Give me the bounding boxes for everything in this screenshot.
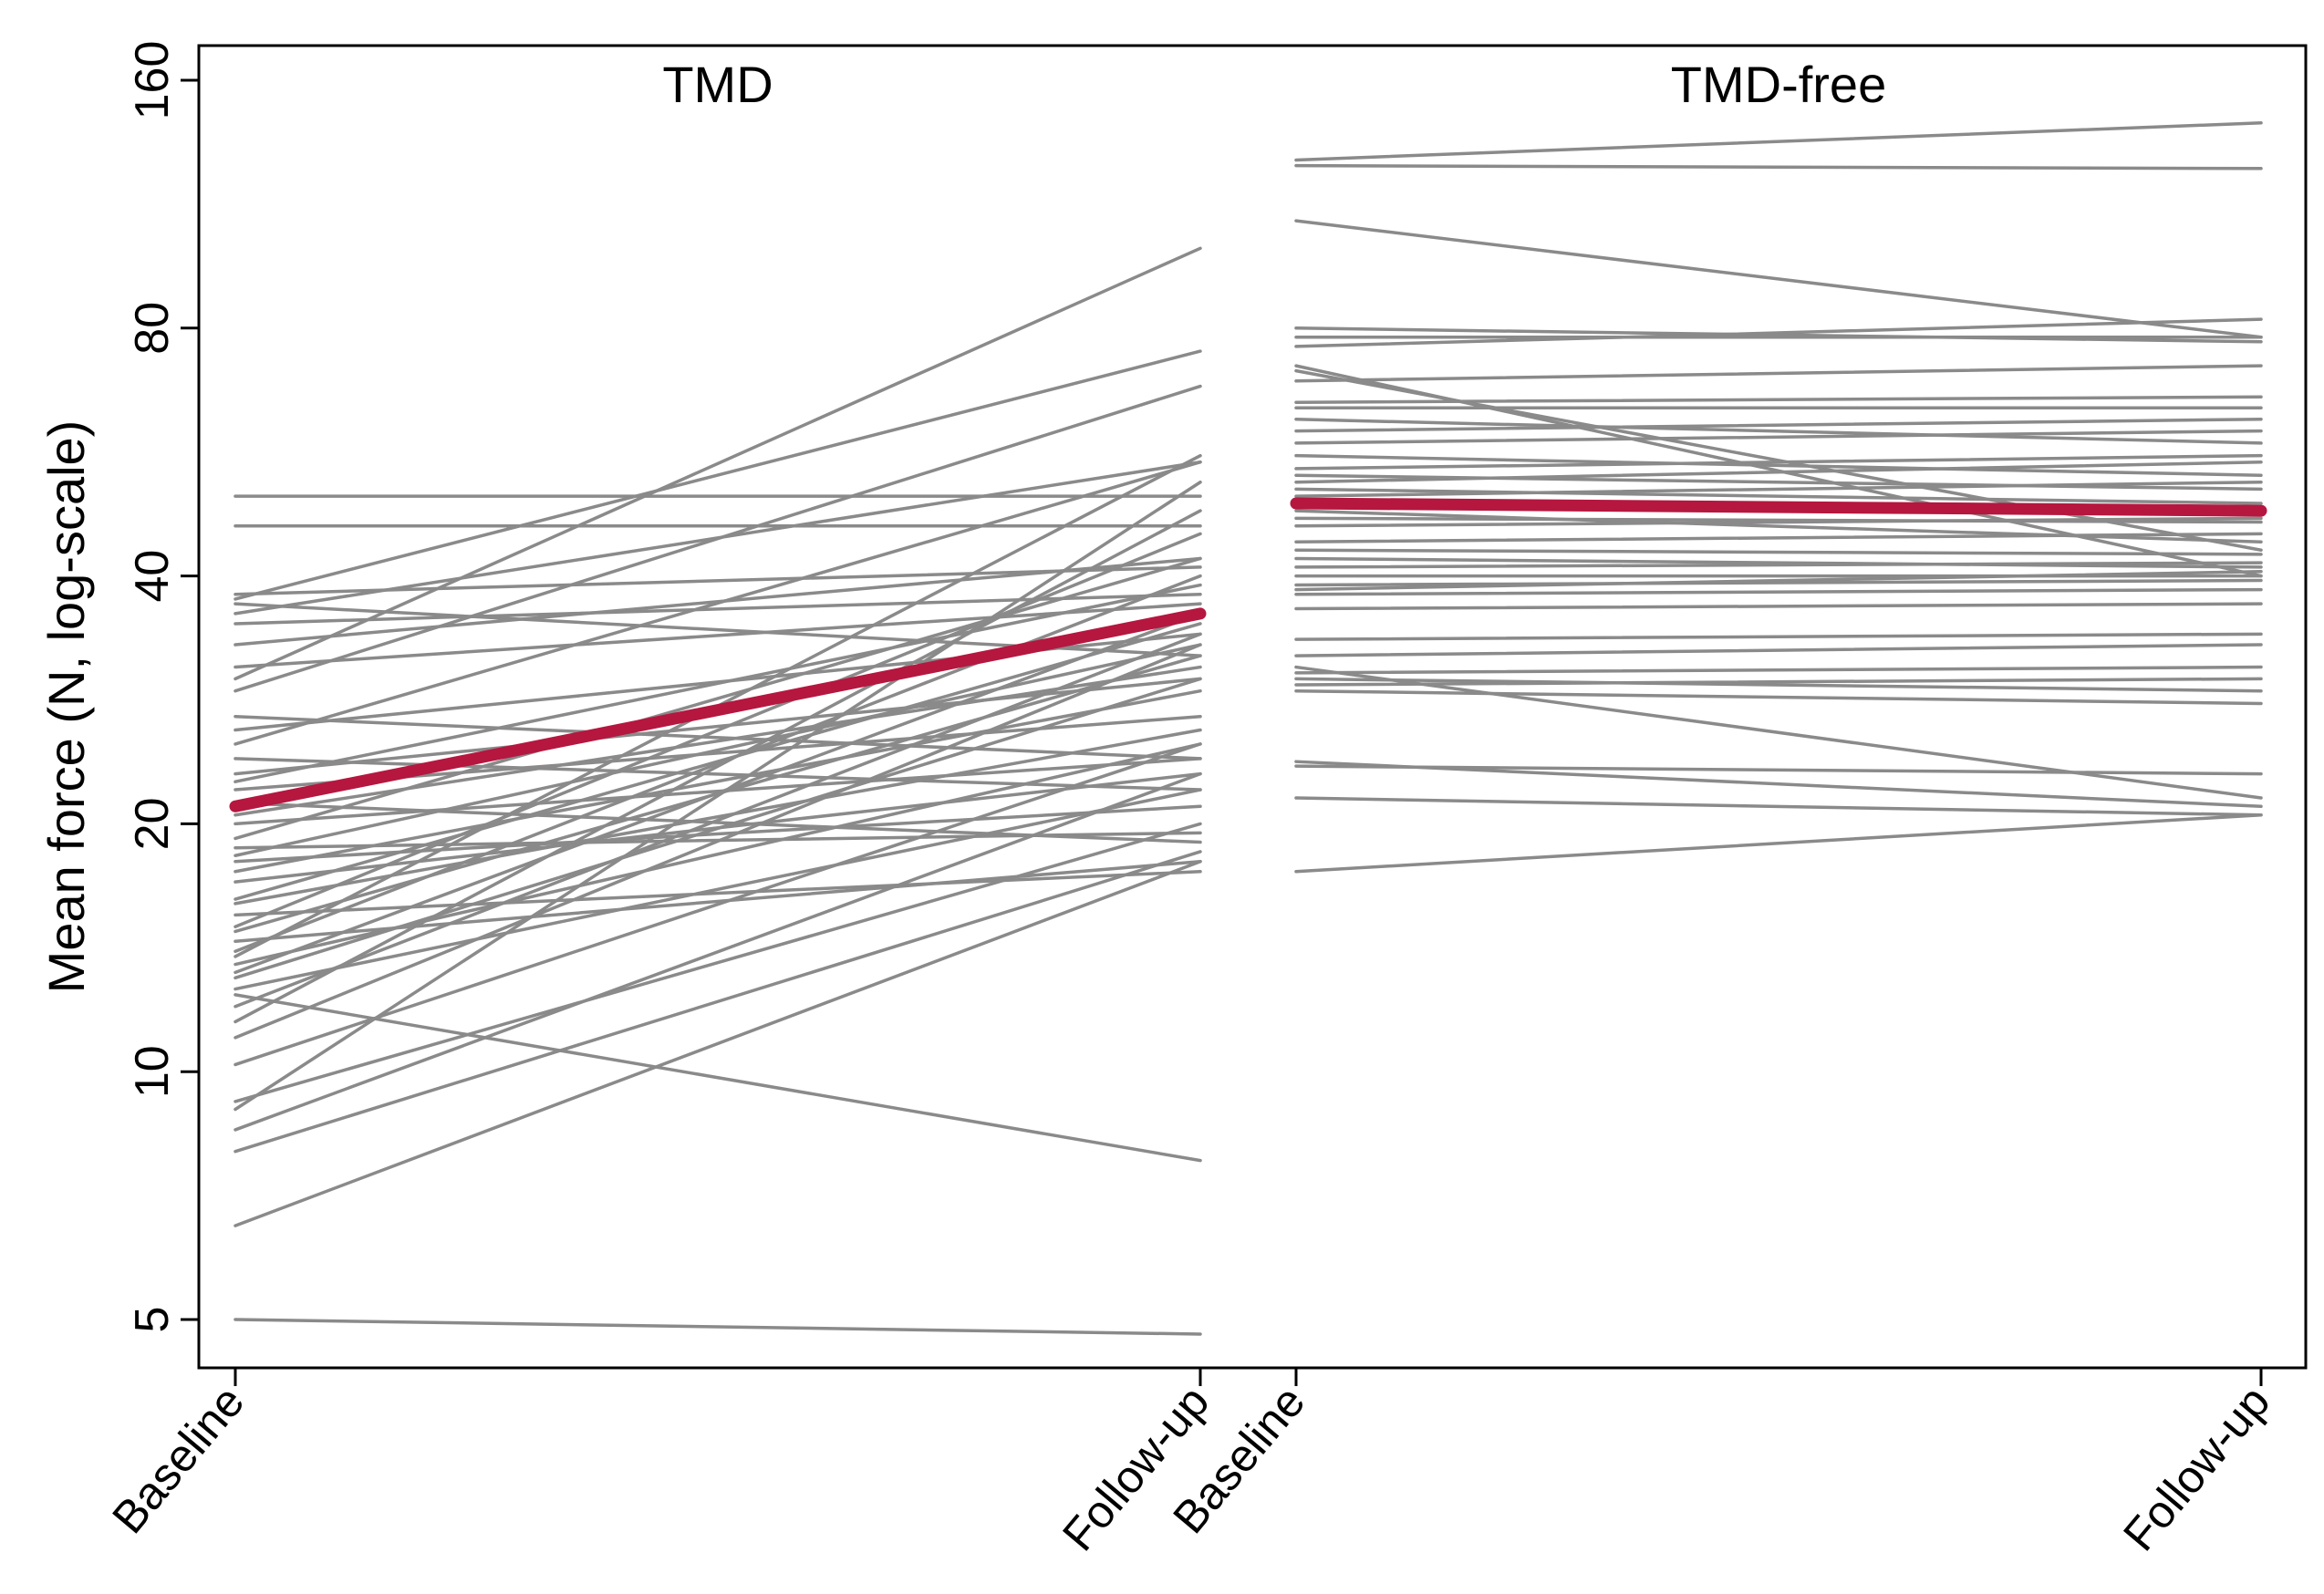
subject-line	[1294, 121, 2263, 162]
subject-line	[1294, 326, 2263, 344]
x-tick-label: Baseline	[102, 1376, 254, 1543]
subject-line	[233, 801, 1202, 844]
subject-line	[1294, 429, 2263, 445]
subject-line	[1294, 473, 2263, 492]
subject-line	[1294, 665, 2263, 800]
subject-line	[1294, 665, 2263, 675]
subject-line	[233, 993, 1202, 1163]
y-axis-title: Mean force (N, log-scale)	[37, 420, 95, 994]
y-tick-label: 5	[126, 1307, 179, 1333]
subject-line	[1294, 813, 2263, 874]
subject-line	[1294, 163, 2263, 171]
subject-line	[1294, 364, 2263, 578]
subject-line	[233, 246, 1202, 681]
subject-line	[233, 677, 1202, 776]
subject-line	[233, 654, 1202, 934]
subject-line	[1294, 796, 2263, 817]
subject-line	[233, 859, 1202, 943]
y-tick-label: 160	[126, 41, 179, 120]
subject-line	[1294, 764, 2263, 776]
subject-line	[233, 349, 1202, 601]
subject-line	[1294, 677, 2263, 687]
subject-line	[233, 804, 1202, 864]
subject-line	[233, 565, 1202, 596]
subject-line	[1294, 417, 2263, 445]
subject-line	[1294, 453, 2263, 478]
subject-line	[233, 728, 1202, 906]
subject-line	[1294, 578, 2263, 587]
subject-line	[233, 771, 1202, 1132]
subject-line	[233, 643, 1202, 857]
subject-line	[233, 574, 1202, 954]
panel-title: TMD-free	[1671, 56, 1886, 113]
subject-line	[1294, 643, 2263, 657]
plot-frame	[197, 44, 2308, 1370]
y-axis: 5 10 20 40 80 160	[126, 41, 199, 1333]
subject-line	[1294, 453, 2263, 471]
subject-line	[233, 757, 1202, 826]
subject-line	[1294, 561, 2263, 569]
subject-line	[1294, 760, 2263, 809]
subject-line	[233, 822, 1202, 1103]
subject-line	[233, 788, 1202, 991]
y-tick-label: 10	[126, 1045, 179, 1098]
subject-line	[233, 665, 1202, 817]
subject-line	[233, 480, 1202, 1112]
subject-line	[1294, 602, 2263, 611]
subject-line	[233, 1318, 1202, 1336]
subject-line	[1294, 317, 2263, 348]
subject-line	[233, 592, 1202, 626]
subject-line	[233, 771, 1202, 884]
subject-line	[233, 509, 1202, 1024]
subject-line	[1294, 556, 2263, 569]
mean-line	[1290, 497, 2267, 517]
mean-line	[229, 607, 1207, 813]
y-tick-label: 20	[126, 797, 179, 850]
subject-line	[233, 742, 1202, 1067]
subject-line	[1294, 688, 2263, 706]
subject-line	[1294, 548, 2263, 556]
subject-line	[1294, 487, 2263, 505]
subject-line	[233, 757, 1202, 792]
subject-line	[233, 859, 1202, 1227]
subject-line	[1294, 587, 2263, 596]
subject-line	[233, 850, 1202, 1154]
x-tick-label: Follow-up	[2113, 1376, 2279, 1560]
subject-line	[233, 688, 1202, 874]
subject-line	[233, 870, 1202, 917]
subject-line	[1294, 219, 2263, 339]
subject-line	[1294, 417, 2263, 433]
subject-line	[1294, 480, 2263, 498]
subject-line	[1294, 632, 2263, 641]
subject-line	[233, 602, 1202, 669]
subject-line	[1294, 677, 2263, 693]
subject-line	[233, 714, 1202, 761]
y-tick-label: 40	[126, 550, 179, 603]
panel-title: TMD	[662, 56, 773, 113]
subject-line	[1294, 509, 2263, 543]
subject-line	[1294, 364, 2263, 383]
y-tick-label: 80	[126, 302, 179, 355]
